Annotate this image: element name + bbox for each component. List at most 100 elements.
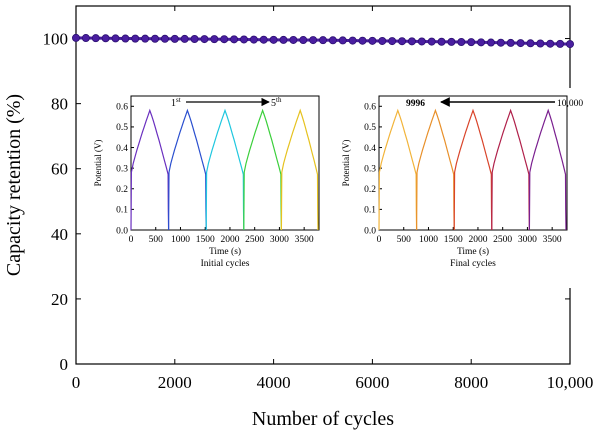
retention-point: [506, 38, 515, 47]
inset-caption: Initial cycles: [201, 259, 250, 269]
inset-cycle-curve: [378, 108, 418, 231]
y-tick-label: 40: [51, 225, 68, 244]
retention-point: [358, 36, 367, 45]
retention-point: [81, 34, 90, 43]
inset-y-tick-label: 0.2: [116, 185, 128, 195]
retention-point: [536, 39, 545, 48]
inset-x-tick-label: 0: [129, 235, 134, 245]
inset-y-tick-label: 0.6: [116, 103, 128, 113]
inset-cycle-curve: [453, 108, 493, 231]
inset-y-tick-label: 0.5: [116, 123, 128, 133]
inset-start-label: 9996: [406, 99, 425, 109]
x-tick-label: 2000: [158, 373, 192, 392]
inset-initial-cycles: 0 500 1000 1500 2000 2500 3000 3500 0.0 0.1 0.2 0.3…: [89, 88, 325, 288]
inset-x-tick-label: 1500: [444, 235, 463, 245]
inset-y-tick-label: 0.0: [364, 226, 376, 236]
retention-point: [289, 35, 298, 44]
retention-point: [496, 38, 505, 47]
retention-point: [566, 40, 575, 49]
retention-point: [457, 37, 466, 46]
retention-point: [200, 35, 209, 44]
retention-point: [526, 39, 535, 48]
main-series: [72, 33, 575, 49]
x-axis-label: Number of cycles: [252, 408, 394, 430]
inset-end-label: 10,000: [557, 99, 583, 109]
inset-y-tick-label: 0.0: [116, 226, 128, 236]
inset-end-label: 5th: [271, 96, 282, 109]
y-tick-label: 100: [43, 30, 69, 49]
inset-x-tick-label: 0: [377, 235, 382, 245]
retention-point: [91, 34, 100, 43]
retention-point: [388, 37, 397, 46]
y-axis-label: Capacity retention (%): [3, 94, 25, 276]
inset-y-tick-label: 0.6: [364, 103, 376, 113]
x-tick-label: 8000: [454, 373, 488, 392]
retention-point: [72, 33, 81, 42]
inset-cycle-curve: [528, 108, 567, 231]
retention-point: [309, 36, 318, 45]
inset-y-axis-label: Potential (V): [93, 140, 103, 187]
retention-point: [299, 36, 308, 45]
inset-x-tick-label: 2000: [220, 235, 239, 245]
retention-point: [239, 35, 248, 44]
retention-point: [368, 36, 377, 45]
inset-y-tick-label: 0.2: [364, 185, 376, 195]
retention-point: [556, 39, 565, 48]
retention-point: [338, 36, 347, 45]
inset-plot-frame: [378, 95, 568, 231]
inset-x-tick-label: 3000: [518, 235, 537, 245]
retention-point: [230, 35, 239, 44]
retention-point: [407, 37, 416, 46]
retention-point: [141, 34, 150, 43]
inset-x-axis-label: Time (s): [457, 246, 489, 257]
retention-point: [121, 34, 130, 43]
retention-point: [220, 35, 229, 44]
inset-x-tick-label: 2500: [245, 235, 264, 245]
inset-y-tick-label: 0.3: [364, 164, 376, 174]
inset-final-cycles: 0 500 1000 1500 2000 2500 3000 3500 0.0 0.1 0.2 0.3…: [337, 88, 583, 288]
inset-y-tick-label: 0.1: [116, 206, 128, 216]
x-tick-label: 10,000: [547, 373, 594, 392]
main-axes: 0 2000 4000 6000 8000 10,000 0 20 40 60 80 100 Numbe…: [3, 5, 594, 430]
retention-point: [269, 35, 278, 44]
retention-point: [398, 37, 407, 46]
retention-point: [437, 37, 446, 46]
inset-x-tick-label: 3000: [270, 235, 289, 245]
inset-x-tick-label: 500: [149, 235, 164, 245]
x-tick-label: 4000: [257, 373, 291, 392]
retention-point: [348, 36, 357, 45]
inset-x-axis-label: Time (s): [209, 246, 241, 257]
inset-x-tick-label: 500: [397, 235, 412, 245]
retention-point: [170, 34, 179, 43]
y-tick-label: 0: [60, 355, 69, 374]
retention-point: [477, 38, 486, 47]
retention-point: [131, 34, 140, 43]
retention-point: [180, 34, 189, 43]
y-tick-label: 80: [51, 95, 68, 114]
retention-point: [101, 34, 110, 43]
retention-point: [210, 35, 219, 44]
retention-point: [417, 37, 426, 46]
x-tick-label: 6000: [355, 373, 389, 392]
inset-y-tick-label: 0.5: [364, 123, 376, 133]
inset-y-tick-label: 0.1: [364, 206, 376, 216]
inset-start-label: 1st: [171, 96, 181, 109]
retention-point: [151, 34, 160, 43]
inset-cycle-curve: [280, 108, 319, 231]
retention-point: [279, 35, 288, 44]
y-tick-label: 60: [51, 160, 68, 179]
x-tick-label: 0: [72, 373, 81, 392]
inset-y-tick-label: 0.4: [116, 144, 128, 154]
inset-x-tick-label: 1000: [419, 235, 438, 245]
retention-point: [160, 34, 169, 43]
retention-point: [427, 37, 436, 46]
inset-x-tick-label: 1000: [171, 235, 190, 245]
retention-point: [447, 37, 456, 46]
retention-point: [516, 39, 525, 48]
inset-plot-frame: [130, 95, 320, 231]
retention-point: [190, 35, 199, 44]
inset-cycle-curve: [168, 108, 207, 231]
inset-x-tick-label: 1500: [196, 235, 215, 245]
inset-x-tick-label: 2000: [468, 235, 487, 245]
